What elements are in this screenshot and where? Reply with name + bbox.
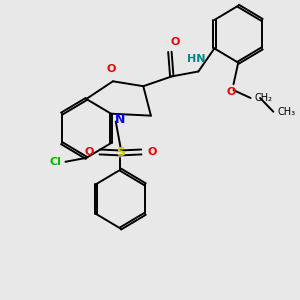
Text: O: O xyxy=(147,147,157,157)
Text: S: S xyxy=(116,146,125,159)
Text: CH₃: CH₃ xyxy=(277,107,295,117)
Text: O: O xyxy=(227,87,236,97)
Text: CH₂: CH₂ xyxy=(254,93,272,103)
Text: O: O xyxy=(85,147,94,157)
Text: O: O xyxy=(106,64,116,74)
Text: N: N xyxy=(115,113,126,126)
Text: Cl: Cl xyxy=(50,157,62,167)
Text: O: O xyxy=(171,37,180,47)
Text: HN: HN xyxy=(187,54,206,64)
